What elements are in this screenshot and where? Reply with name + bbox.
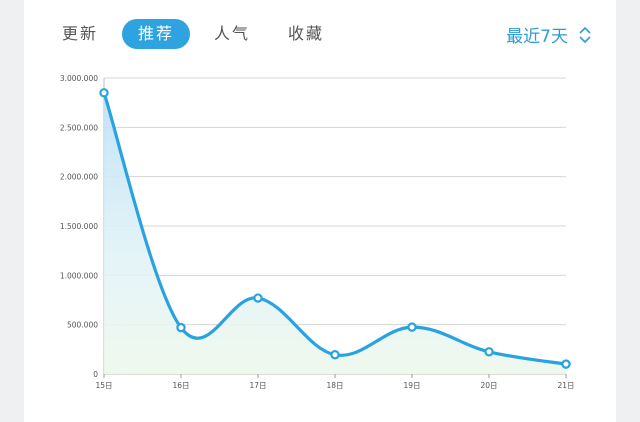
data-point [407, 322, 417, 332]
x-tick-label: 21日 [557, 381, 574, 390]
tab-update[interactable]: 更新 [62, 24, 99, 43]
area-fill [104, 92, 566, 375]
data-point [330, 350, 340, 360]
x-tick-label: 19日 [403, 381, 420, 390]
tab-favorites[interactable]: 收藏 [288, 24, 325, 43]
x-tick-label: 16日 [172, 381, 189, 390]
tab-recommend[interactable]: 推荐 [122, 19, 191, 49]
y-tick-label: 2.500.000 [60, 123, 98, 132]
y-tick-label: 0 [93, 370, 98, 379]
x-tick-label: 15日 [95, 381, 112, 390]
x-tick-label: 20日 [480, 381, 497, 390]
data-point [99, 88, 109, 98]
data-point [253, 293, 263, 303]
y-tick-label: 2.000.000 [60, 173, 98, 182]
y-tick-label: 500.000 [67, 321, 98, 330]
data-point [561, 359, 571, 369]
x-tick-label: 18日 [326, 381, 343, 390]
y-tick-label: 1.000.000 [60, 271, 98, 280]
y-tick-label: 3.000.000 [60, 74, 98, 83]
y-tick-label: 1.500.000 [60, 222, 98, 231]
range-selector[interactable]: 最近7天 [506, 22, 592, 47]
data-point [484, 347, 494, 357]
tab-bar: 更新 推荐 人气 收藏 [48, 18, 348, 50]
series-line [102, 91, 568, 366]
tab-popular[interactable]: 人气 [214, 24, 251, 43]
data-point [176, 322, 186, 333]
x-tick-label: 17日 [249, 381, 266, 390]
chevron-up-down-icon [578, 26, 592, 44]
range-label: 最近7天 [506, 27, 568, 47]
